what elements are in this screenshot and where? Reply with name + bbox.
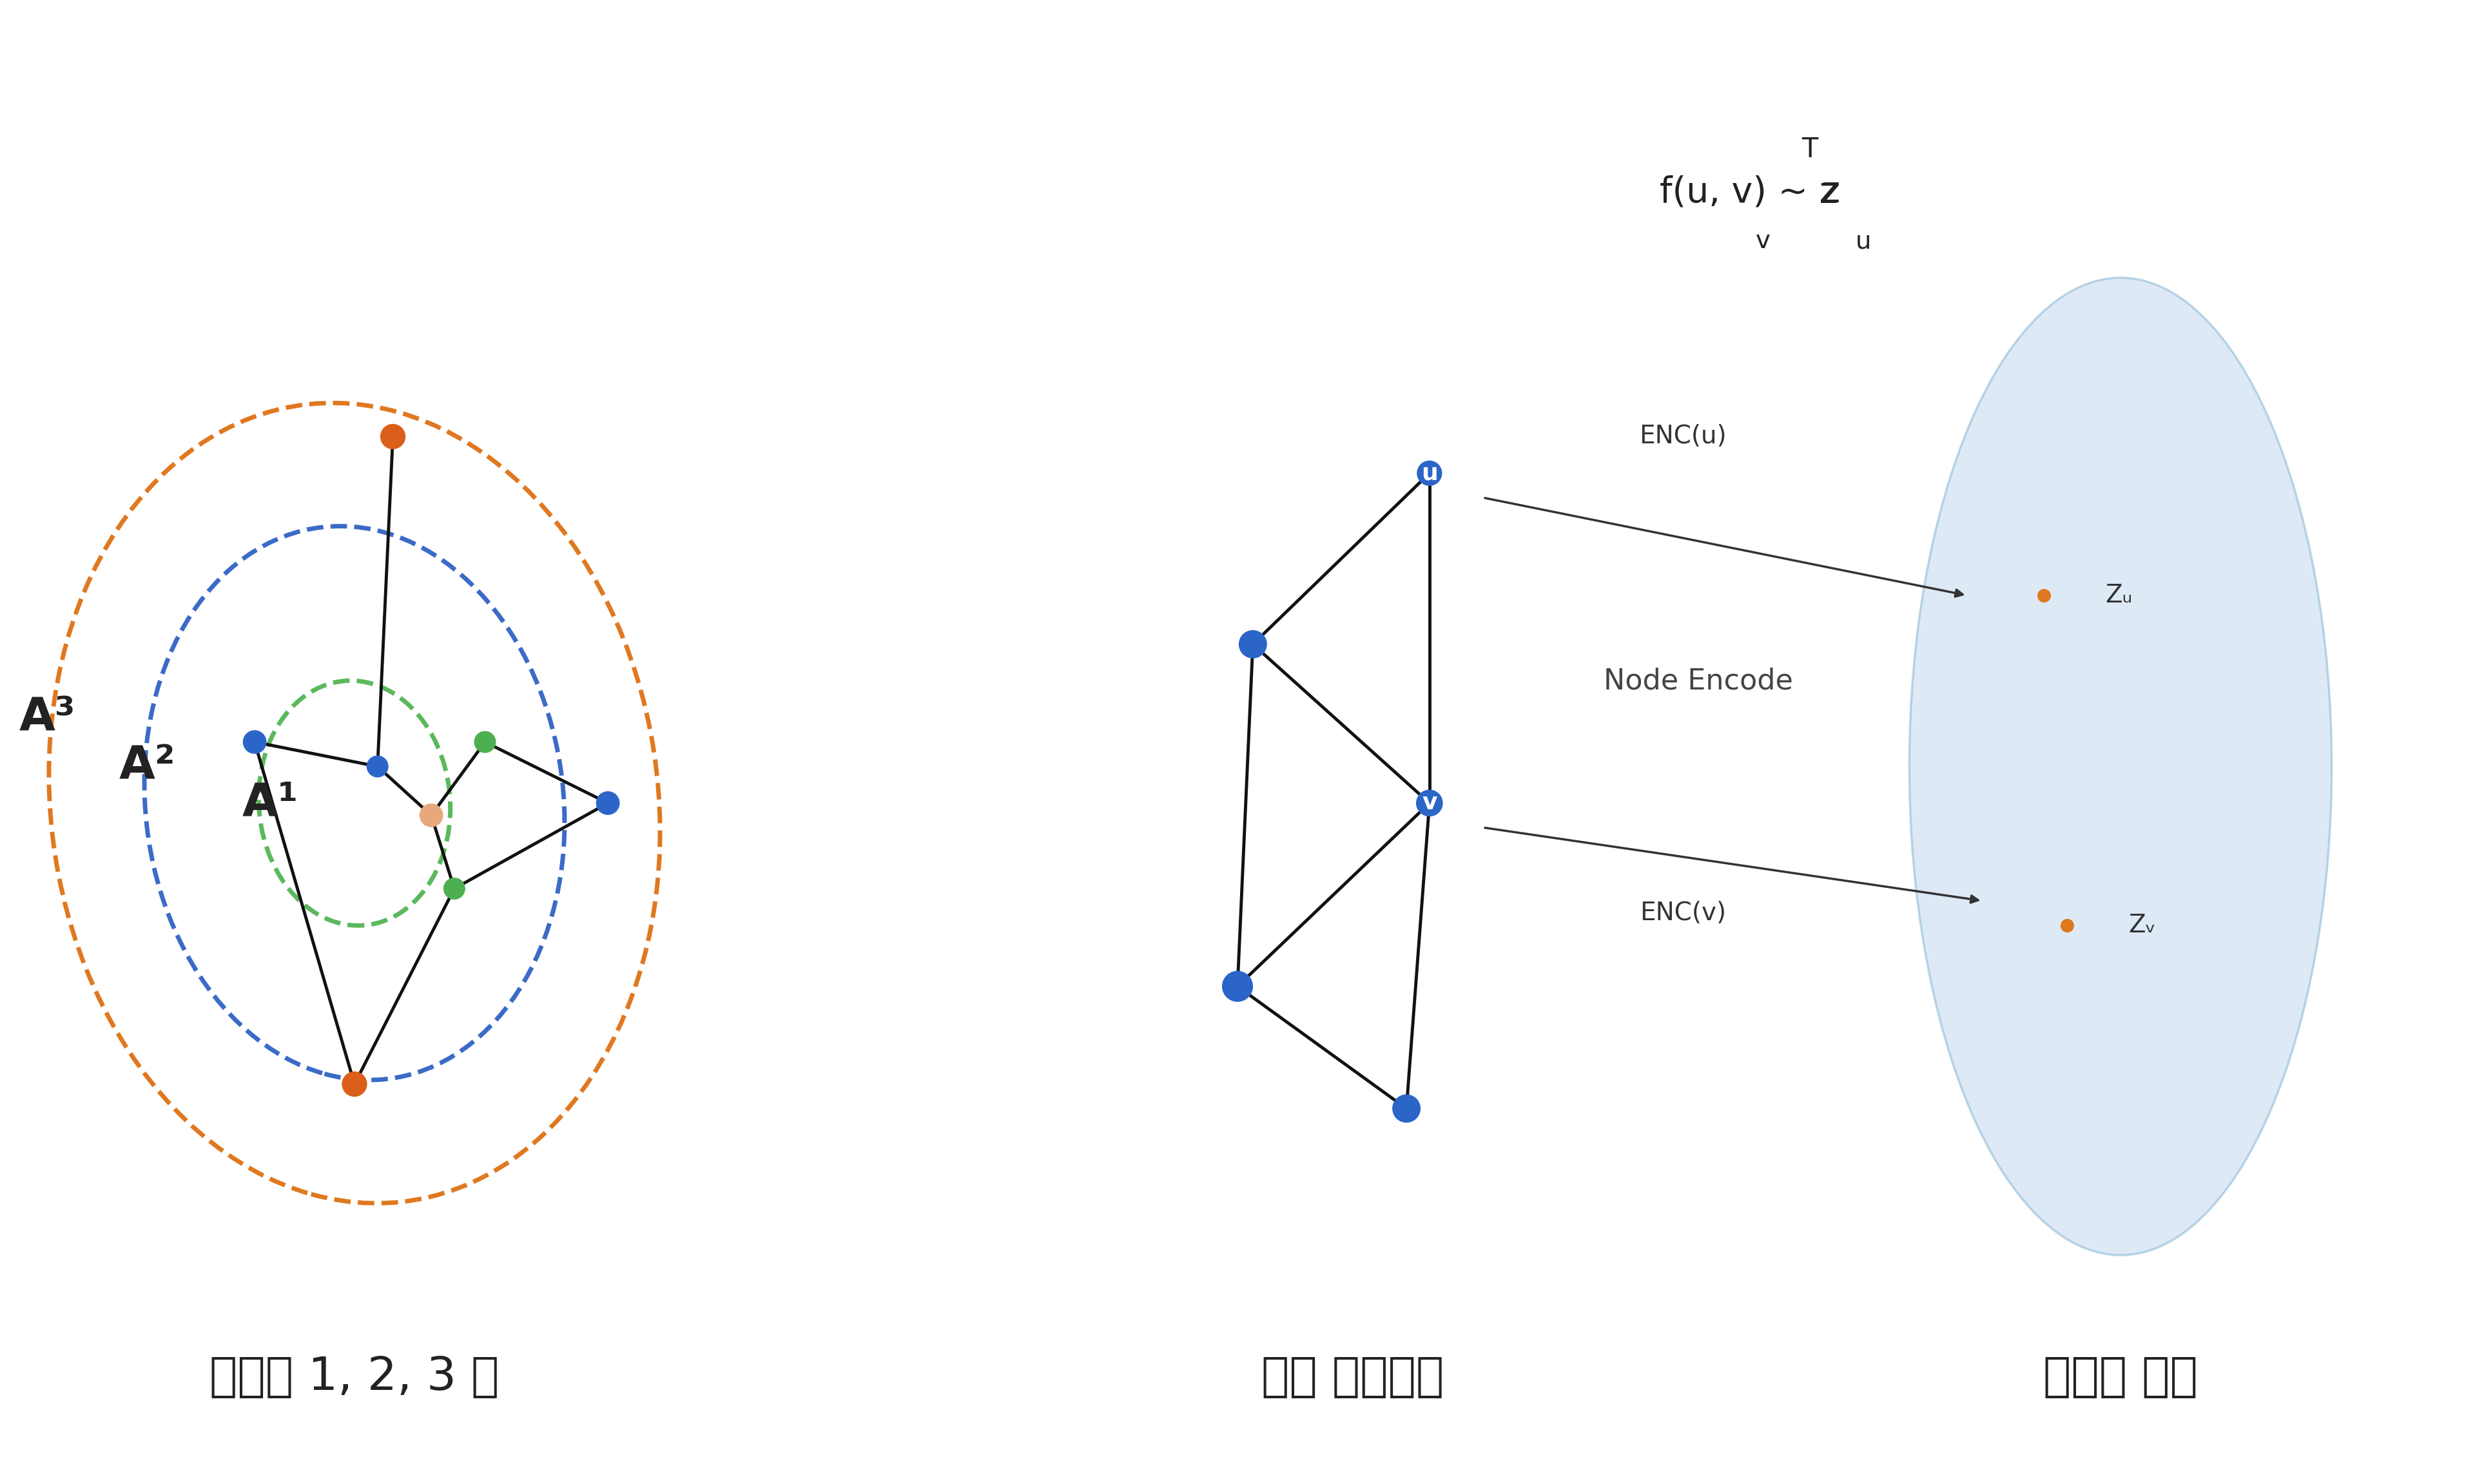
Point: [359, 754, 398, 778]
Text: u: u: [1421, 462, 1438, 484]
Text: Zᵤ: Zᵤ: [2106, 583, 2133, 607]
Point: [1386, 1097, 1426, 1120]
Text: z: z: [1822, 175, 1839, 209]
Text: u: u: [1856, 229, 1871, 254]
Point: [235, 730, 275, 754]
Text: v: v: [1755, 229, 1770, 254]
Text: A³: A³: [20, 696, 77, 741]
Point: [589, 791, 629, 815]
Point: [1233, 632, 1272, 656]
Point: [334, 1073, 374, 1097]
Text: A²: A²: [119, 743, 176, 788]
Point: [1411, 462, 1450, 485]
Text: f(u, v) ~ z: f(u, v) ~ z: [1661, 175, 1839, 209]
Text: 임베딩 공간: 임베딩 공간: [2044, 1355, 2198, 1399]
Text: 원본 네트워크: 원본 네트워크: [1262, 1355, 1443, 1399]
Ellipse shape: [1908, 278, 2331, 1255]
Point: [2047, 913, 2086, 936]
Text: 인접한 1, 2, 3 홈: 인접한 1, 2, 3 홈: [210, 1355, 500, 1399]
Text: Zᵥ: Zᵥ: [2128, 913, 2156, 938]
Text: ENC(v): ENC(v): [1638, 901, 1725, 926]
Text: Node Encode: Node Encode: [1604, 668, 1792, 695]
Point: [1411, 791, 1450, 815]
Text: A¹: A¹: [243, 781, 297, 825]
Point: [465, 730, 505, 754]
Point: [436, 877, 475, 901]
Text: T: T: [1802, 137, 1819, 163]
Text: v: v: [1421, 792, 1438, 815]
Point: [1218, 975, 1257, 999]
Point: [2025, 583, 2064, 607]
Point: [374, 424, 413, 448]
Text: ENC(u): ENC(u): [1638, 424, 1728, 448]
Point: [411, 803, 450, 827]
